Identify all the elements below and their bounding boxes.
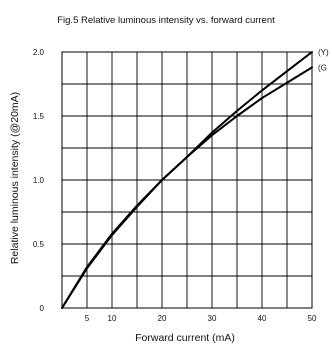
series-layer — [61, 51, 313, 309]
series-label-1: (Y) — [318, 48, 329, 57]
tick-labels: 5 10 20 30 40 50 0 0.5 1.0 1.5 2.0 — [33, 48, 317, 323]
x-tick-label: 40 — [258, 314, 267, 323]
x-tick-label: 5 — [85, 314, 90, 323]
legend: (Y) (G — [318, 48, 329, 72]
y-tick-label: 1.0 — [33, 176, 45, 185]
y-tick-label: 1.5 — [33, 112, 45, 121]
series-line-2 — [61, 66, 313, 309]
plot-frame — [61, 51, 313, 309]
y-axis-label: Relative luminous intensity (@20mA) — [9, 92, 21, 264]
series-label-2: (G — [318, 63, 327, 72]
x-tick-label: 10 — [108, 314, 117, 323]
x-tick-label: 20 — [158, 314, 167, 323]
y-tick-label: 0 — [40, 304, 45, 313]
y-tick-label: 0.5 — [33, 240, 45, 249]
y-tick-label: 2.0 — [33, 48, 45, 57]
x-axis-label: Forward current (mA) — [135, 332, 235, 344]
x-tick-label: 30 — [208, 314, 217, 323]
chart-title: Fig.5 Relative luminous intensity vs. fo… — [57, 15, 275, 26]
x-tick-label: 50 — [308, 314, 317, 323]
